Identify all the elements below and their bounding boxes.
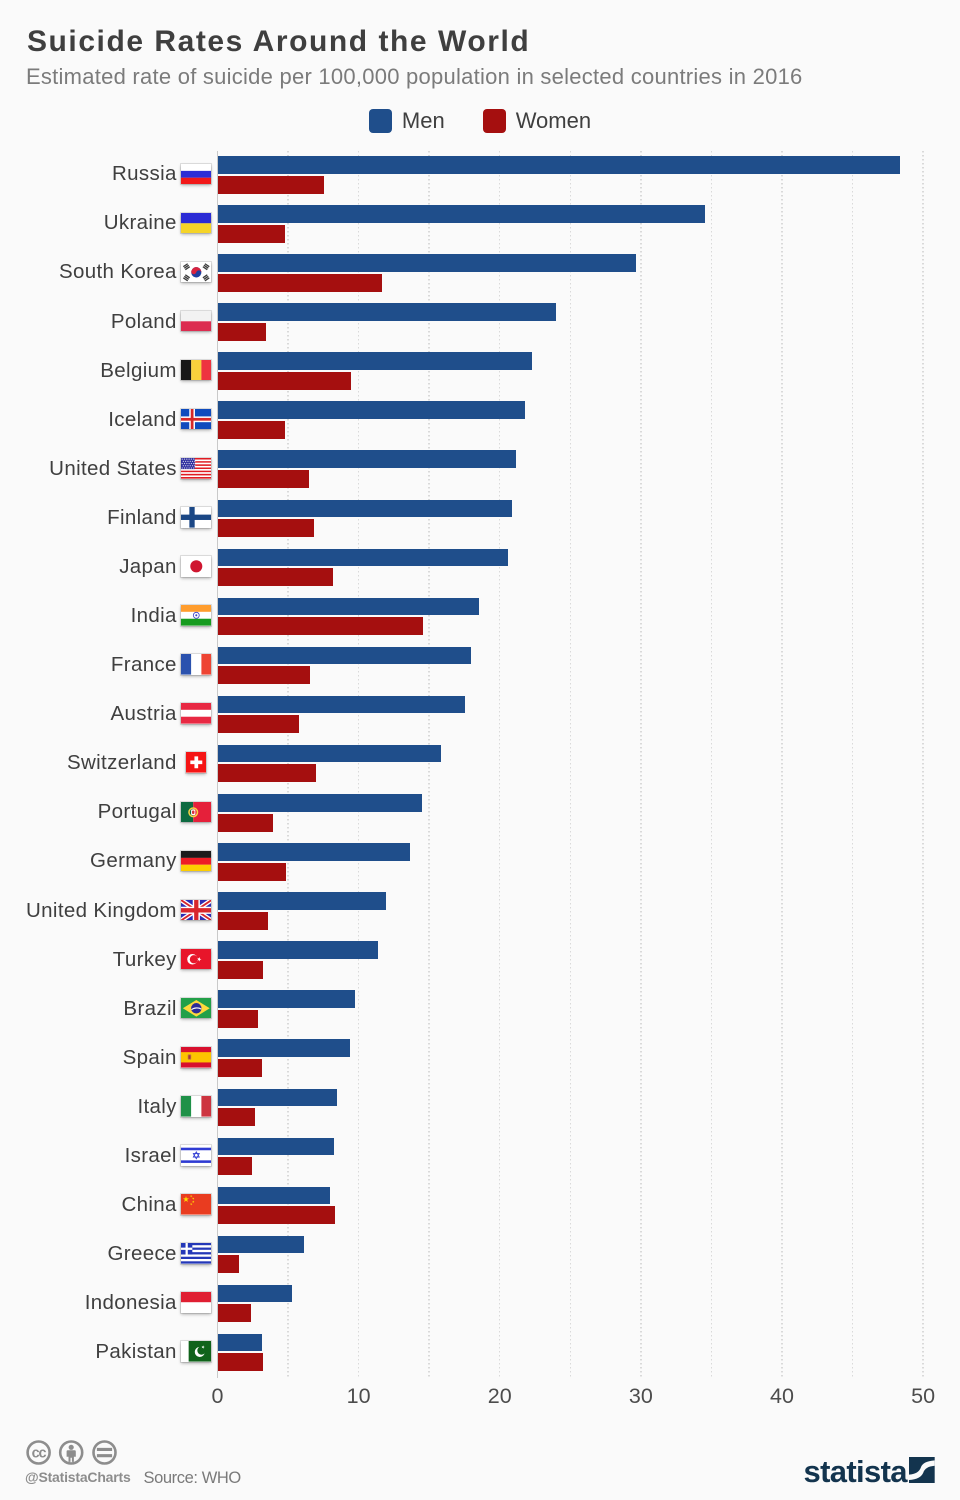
svg-text:cc: cc bbox=[32, 1445, 47, 1461]
